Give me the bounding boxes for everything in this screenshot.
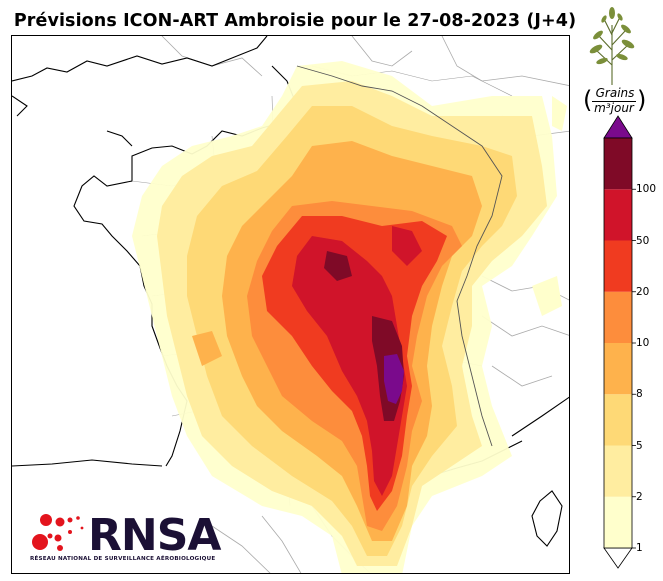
colorbar-band bbox=[604, 138, 632, 190]
colorbar-band bbox=[604, 394, 632, 446]
colorbar-tick-label: 20 bbox=[636, 285, 650, 298]
ambrosia-plant-icon bbox=[589, 7, 635, 85]
colorbar-tick-label: 1 bbox=[636, 542, 643, 554]
colorbar-overflow-triangle bbox=[603, 115, 633, 139]
colorbar-tick-label: 2 bbox=[636, 490, 643, 503]
unit-denominator: m³jour bbox=[594, 101, 634, 115]
map-canvas bbox=[12, 36, 569, 573]
colorbar-tick-label: 8 bbox=[636, 388, 643, 401]
country-border bbox=[296, 65, 503, 447]
logo-dots-icon bbox=[32, 514, 84, 551]
colorbar-underflow-triangle bbox=[603, 547, 633, 569]
colorbar bbox=[603, 115, 636, 569]
contour-overflow bbox=[384, 354, 404, 404]
colorbar-band bbox=[604, 496, 632, 548]
rnsa-logo: RNSA RÉSEAU NATIONAL DE SURVEILLANCE AÉR… bbox=[30, 512, 240, 568]
colorbar-band bbox=[604, 445, 632, 497]
unit-right-paren: ) bbox=[637, 86, 647, 114]
colorbar-band bbox=[604, 343, 632, 395]
colorbar-band bbox=[604, 240, 632, 292]
logo-wordmark: RNSA bbox=[88, 510, 221, 561]
colorbar-tick-label: 10 bbox=[636, 337, 650, 349]
colorbar-band bbox=[604, 291, 632, 343]
colorbar-unit-label: ( Grains m³jour ) bbox=[583, 86, 647, 120]
unit-left-paren: ( bbox=[583, 86, 593, 114]
unit-fraction-bar bbox=[592, 101, 636, 102]
colorbar-tick-label: 100 bbox=[636, 183, 657, 196]
pollen-field bbox=[132, 61, 567, 573]
forecast-map[interactable] bbox=[11, 35, 570, 574]
colorbar-band bbox=[604, 189, 632, 241]
colorbar-tick-label: 50 bbox=[636, 234, 650, 247]
logo-subtitle: RÉSEAU NATIONAL DE SURVEILLANCE AÉROBIOL… bbox=[30, 556, 216, 562]
colorbar-tick-label: 5 bbox=[636, 439, 643, 452]
contour-level-7 bbox=[292, 236, 407, 496]
map-title: Prévisions ICON-ART Ambroisie pour le 27… bbox=[13, 11, 577, 31]
unit-numerator: Grains bbox=[595, 86, 635, 100]
